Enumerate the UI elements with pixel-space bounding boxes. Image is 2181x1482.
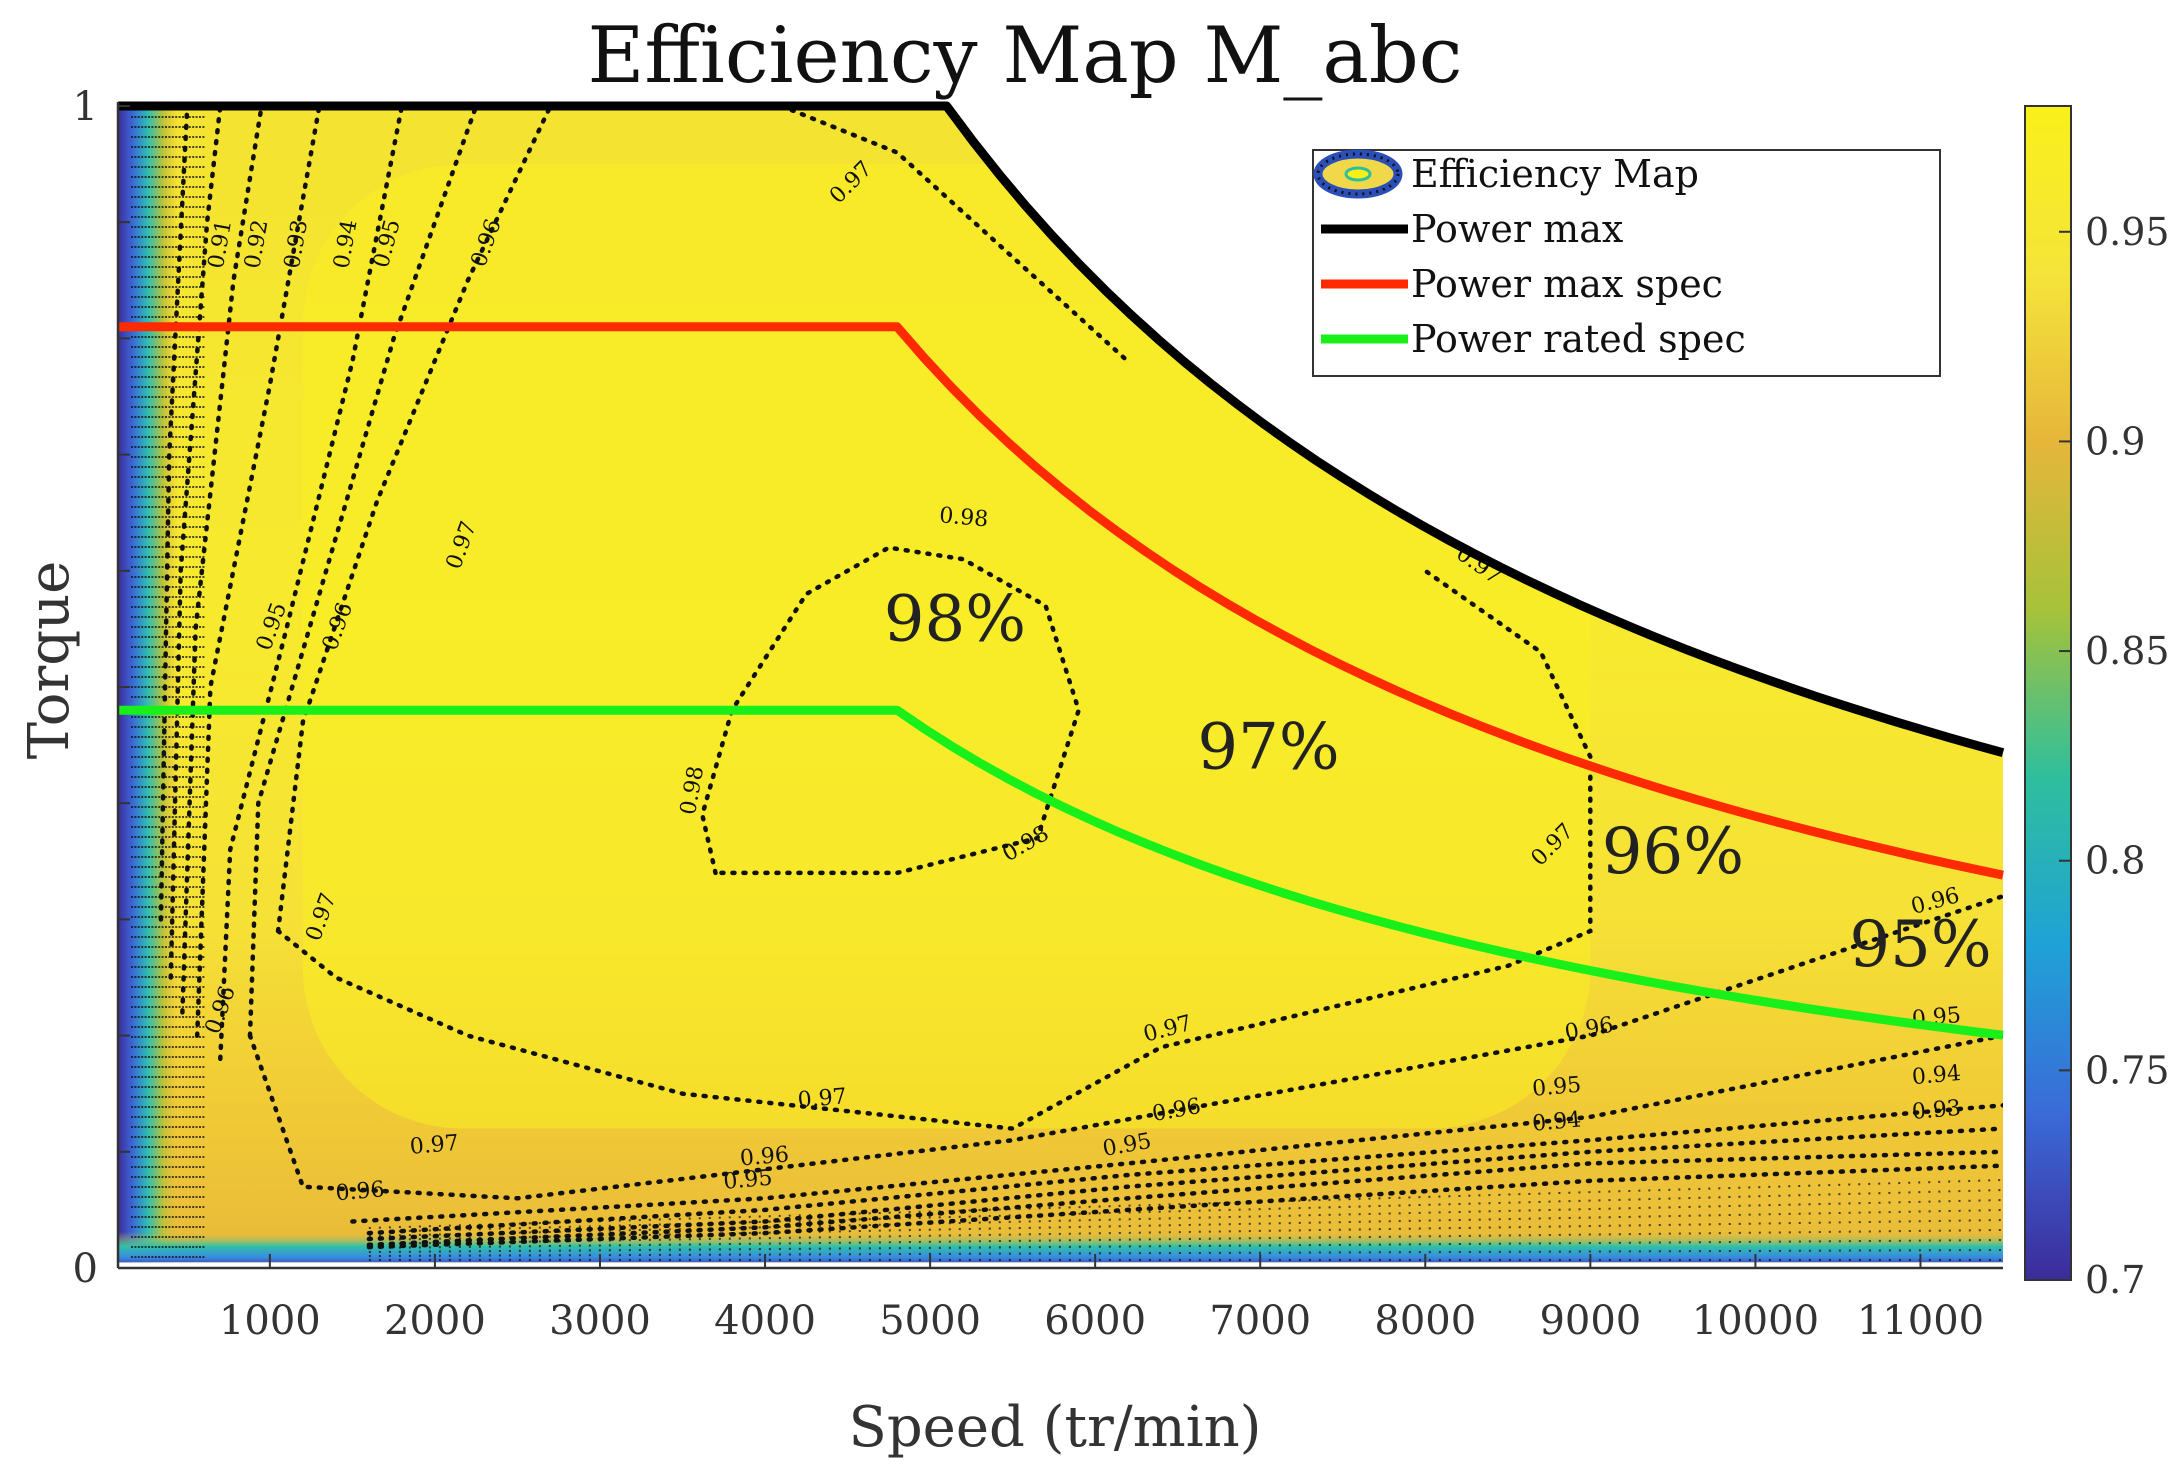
contour-line-0-92 — [366, 1149, 2003, 1248]
contour-line-0-98 — [699, 545, 1082, 876]
contour-line-0-93 — [366, 1126, 2003, 1242]
contour-label: 0.94 — [1911, 1061, 1962, 1090]
contour-line-0-94 — [366, 1103, 2003, 1236]
bottom-hatch-line — [368, 1209, 2003, 1241]
x-tick-label: 5000 — [879, 1298, 981, 1344]
bottom-hatch-line — [368, 1249, 2003, 1257]
legend-swatch-core — [1344, 166, 1372, 182]
x-tick-label: 11000 — [1857, 1298, 1984, 1344]
x-tick-label: 3000 — [549, 1298, 651, 1344]
contour-label: 0.97 — [797, 1084, 848, 1113]
low-speed-edge-shading — [118, 108, 178, 1263]
colorbar-gradient — [2024, 105, 2072, 1281]
contour-label: 0.93 — [1911, 1096, 1962, 1125]
x-tick-label: 4000 — [714, 1298, 816, 1344]
x-tick-label: 8000 — [1374, 1298, 1476, 1344]
bottom-hatch-line — [368, 1229, 2003, 1249]
contour-label: 0.95 — [1531, 1073, 1582, 1102]
contour-line-0-94 — [194, 108, 322, 1038]
x-tick-label: 6000 — [1044, 1298, 1146, 1344]
colorbar-tick-label: 0.7 — [2085, 1258, 2145, 1302]
legend-swatch-contour — [1316, 152, 1400, 196]
dense-contour-bands — [131, 116, 2003, 1261]
legend-box — [1312, 149, 1941, 377]
x-tick-label: 2000 — [384, 1298, 486, 1344]
legend-label: Power max — [1411, 207, 1623, 251]
series-power-max-spec — [118, 322, 2004, 880]
y-axis-label: Torque — [17, 561, 82, 760]
chart-title: Efficiency Map M_abc — [588, 11, 1463, 101]
colorbar-tick-label: 0.9 — [2085, 419, 2145, 463]
x-tick-label: 7000 — [1209, 1298, 1311, 1344]
contour-label: 0.96 — [335, 1177, 386, 1206]
contour-line-0-95 — [350, 1033, 2003, 1224]
series-power-max — [118, 101, 2005, 758]
y-tick-label: 1 — [73, 84, 98, 130]
series-power-rated-spec — [118, 705, 2004, 1040]
x-tick-label: 1000 — [219, 1298, 321, 1344]
contour-label: 0.94 — [1531, 1108, 1582, 1137]
region-label: 97% — [1197, 710, 1339, 784]
x-axis-label: Speed (tr/min) — [848, 1395, 1261, 1460]
power-curves — [118, 101, 2005, 1040]
contour-line-0-91 — [158, 108, 190, 922]
bottom-hatch-line — [368, 1219, 2003, 1245]
colorbar-tick-label: 0.85 — [2085, 629, 2170, 673]
colorbar: 0.7 0.75 0.8 0.85 0.9 0.95 — [2024, 105, 2170, 1302]
contour-line-0-93 — [180, 108, 264, 1015]
x-tick-label: 10000 — [1692, 1298, 1819, 1344]
contour-line-0-96 — [247, 893, 2003, 1201]
contour-line-0-96 — [247, 108, 479, 1038]
region-label: 95% — [1849, 908, 1991, 982]
legend-label: Efficiency Map — [1411, 152, 1699, 196]
x-axis-ticks: 1000 2000 3000 4000 5000 6000 7000 8000 9000 1000… — [219, 1254, 1984, 1344]
legend: Efficiency Map Power max Power max spec Pow… — [1312, 149, 1941, 377]
x-tick-label: 9000 — [1539, 1298, 1641, 1344]
region-labels: 98% 97% 96% 95% — [884, 583, 1992, 982]
contour-line-0-97 — [275, 108, 553, 934]
bottom-hatch-line — [368, 1239, 2003, 1253]
colorbar-tick-label: 0.8 — [2085, 839, 2145, 883]
y-axis-ticks: 01 — [73, 84, 130, 1292]
colorbar-tick-label: 0.95 — [2085, 210, 2170, 254]
contour-line-0-91 — [366, 1163, 2003, 1250]
colorbar-tick-label: 0.75 — [2085, 1048, 2170, 1092]
legend-label: Power max spec — [1411, 262, 1723, 306]
contour-label: 0.97 — [409, 1131, 460, 1160]
region-label: 98% — [884, 583, 1026, 657]
contour-label: 0.98 — [938, 503, 989, 532]
contour-label: 0.96 — [739, 1142, 790, 1171]
legend-label: Power rated spec — [1411, 317, 1746, 361]
axes — [116, 102, 2003, 1270]
y-tick-label: 0 — [73, 1246, 98, 1292]
contour-label: 0.95 — [722, 1166, 773, 1195]
region-label: 96% — [1602, 815, 1744, 889]
